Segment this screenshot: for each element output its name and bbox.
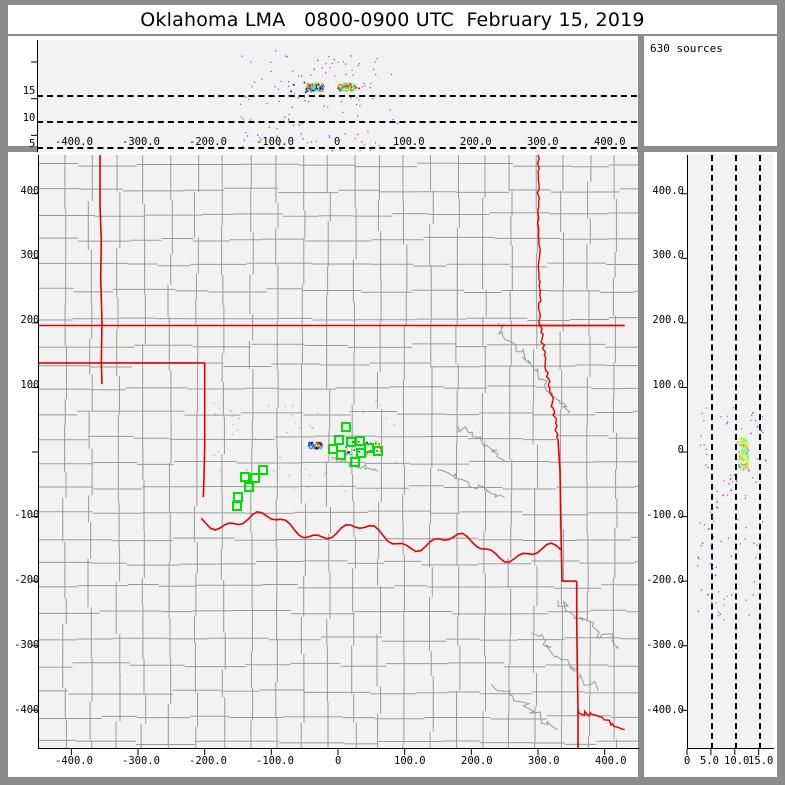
lma-station-marker [249, 472, 260, 483]
station-marker-layer [38, 155, 638, 749]
plan-view-map-panel[interactable]: 400.0 300.0 200.0 100.0 0 -100.0 -200.0 … [8, 152, 639, 777]
th-gridline-15 [37, 95, 637, 97]
map-xtick-200: 200.0 [461, 755, 493, 767]
th-xtick--200: -200.0 [189, 136, 227, 148]
lma-station-marker [233, 492, 243, 503]
th-yaxis [37, 40, 38, 172]
map-xtick-400: 400.0 [595, 755, 627, 767]
th-xtick-100: 100.0 [393, 136, 425, 148]
lma-station-marker [341, 422, 351, 433]
side-ytick-300: 300.0 [652, 249, 684, 261]
lma-station-marker [328, 444, 339, 455]
lma-station-marker [336, 449, 347, 460]
time-height-plot-area[interactable] [37, 40, 637, 172]
source-count-label: 630 sources [650, 42, 723, 55]
map-xtick--100: -100.0 [256, 755, 294, 767]
lma-station-marker [244, 481, 255, 492]
side-yaxis [687, 155, 688, 749]
height-vs-north-source-points [697, 407, 767, 621]
title-bar: Oklahoma LMA 0800-0900 UTC February 15, … [8, 5, 777, 34]
map-ytick-200: 200.0 [20, 314, 52, 326]
map-xtick-300: 300.0 [528, 755, 560, 767]
th-ytick-15: 15.0 [22, 85, 48, 97]
th-ytick-10: 10.0 [22, 112, 48, 124]
plan-view-source-points [213, 400, 397, 492]
height-vs-north-panel[interactable]: 400.0 300.0 200.0 100.0 0 -100.0 -200.0 … [644, 152, 777, 777]
th-gridline-5 [37, 147, 637, 149]
side-gridline-5 [711, 155, 713, 749]
side-gridline-15 [759, 155, 761, 749]
map-xtick--200: -200.0 [189, 755, 227, 767]
source-count-panel: 630 sources [644, 36, 777, 146]
lma-station-marker [334, 435, 345, 446]
lma-station-marker [258, 465, 269, 476]
side-gridline-10 [735, 155, 737, 749]
th-xtick-0: 0 [334, 136, 341, 148]
th-xtick-400: 400.0 [594, 136, 626, 148]
map-yaxis [38, 155, 39, 749]
side-ytick--300: -300.0 [646, 639, 684, 651]
time-height-panel[interactable]: 15.0 10.0 5.0 0 [8, 36, 638, 175]
th-xtick-200: 200.0 [460, 136, 492, 148]
th-xtick--300: -300.0 [122, 136, 160, 148]
plan-view-plot-area[interactable] [38, 155, 638, 749]
th-xtickmarks [31, 61, 37, 136]
map-tickmarks [32, 193, 606, 755]
side-xtick-5: 5.0 [700, 755, 719, 767]
th-xtick--400: -400.0 [55, 136, 93, 148]
map-ytick-400: 400.0 [20, 185, 52, 197]
map-xtick-0: 0 [335, 755, 342, 767]
side-ytick--200: -200.0 [646, 574, 684, 586]
height-vs-north-plot-area[interactable] [687, 155, 773, 749]
lma-station-marker [363, 443, 374, 454]
side-xaxis [687, 748, 774, 749]
lma-station-marker [356, 448, 367, 459]
lma-station-marker [373, 445, 383, 456]
map-xtick--400: -400.0 [55, 755, 93, 767]
map-ytick-100: 100.0 [20, 379, 52, 391]
lma-station-marker [345, 436, 356, 447]
lma-station-marker [350, 457, 361, 468]
page-title: Oklahoma LMA 0800-0900 UTC February 15, … [140, 8, 645, 31]
th-gridline-10 [37, 121, 637, 123]
side-ytick-400: 400.0 [652, 185, 684, 197]
map-xtick--300: -300.0 [122, 755, 160, 767]
time-height-source-points [239, 50, 399, 165]
map-ytick--200: -200.0 [14, 574, 52, 586]
map-xaxis [38, 748, 639, 749]
county-state-boundaries [38, 155, 638, 749]
side-xtick-15: 15.0 [748, 755, 774, 767]
side-tickmarks [681, 193, 760, 755]
side-ytick--100: -100.0 [646, 509, 684, 521]
map-xtick-100: 100.0 [394, 755, 426, 767]
time-height-xaxis-labels: -400.0 -300.0 -200.0 -100.0 0 100.0 200.… [8, 121, 638, 148]
side-xtick-0: 0 [684, 755, 691, 767]
side-ytick-100: 100.0 [652, 379, 684, 391]
th-xtick-300: 300.0 [527, 136, 559, 148]
map-ytick--300: -300.0 [14, 639, 52, 651]
lma-station-marker [239, 471, 250, 482]
th-xtick--100: -100.0 [256, 136, 294, 148]
lma-station-marker [355, 436, 365, 447]
lma-station-marker [231, 501, 242, 512]
side-ytick-0: 0 [677, 444, 684, 456]
side-ytick--400: -400.0 [646, 704, 684, 716]
map-ytick-300: 300.0 [20, 249, 52, 261]
side-xtick-10: 10.0 [724, 755, 750, 767]
map-ytick--100: -100.0 [14, 509, 52, 521]
side-ytick-200: 200.0 [652, 314, 684, 326]
